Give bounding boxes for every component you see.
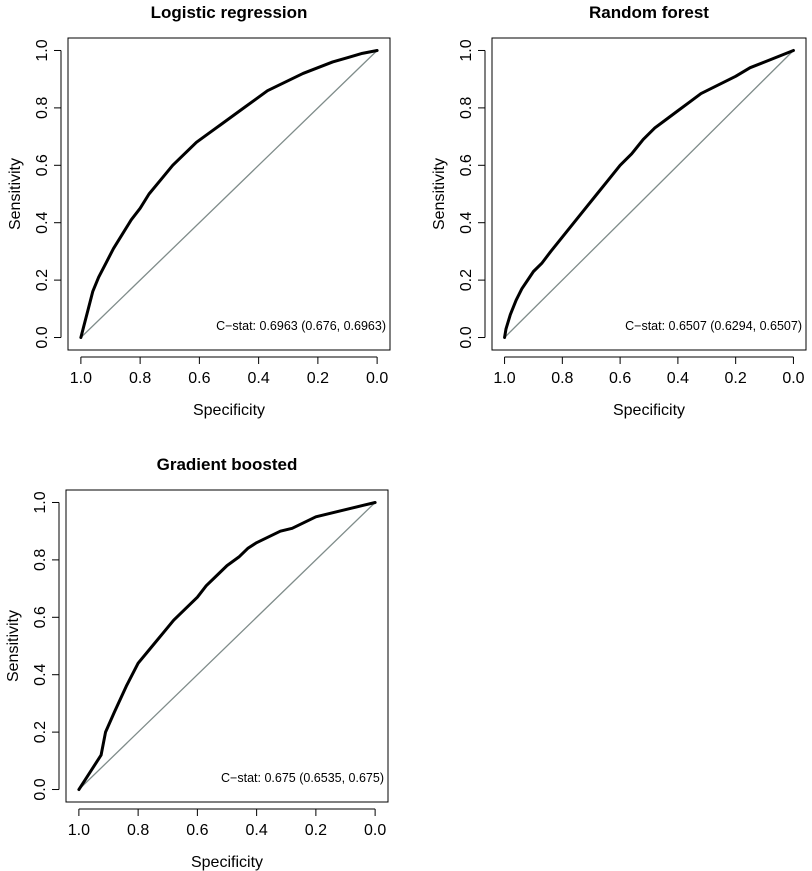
plot-frame — [67, 37, 391, 351]
x-tick-label: 1.0 — [493, 370, 515, 387]
x-axis-title: Specificity — [613, 402, 685, 419]
reference-diagonal — [78, 502, 376, 790]
reference-diagonal — [80, 50, 378, 338]
roc-curve-line — [503, 48, 795, 340]
x-tick-label: 0.8 — [127, 822, 149, 839]
y-tick-label: 0.2 — [32, 721, 49, 743]
y-tick-label: 0.6 — [34, 154, 51, 176]
y-tick-label: 0.8 — [458, 97, 475, 119]
x-tick-label: 0.2 — [725, 370, 747, 387]
y-tick-label: 0.8 — [34, 97, 51, 119]
x-tick-label: 0.2 — [307, 370, 329, 387]
c-stat-annotation: C−stat: 0.675 (0.6535, 0.675) — [221, 771, 384, 785]
roc-curve-line — [79, 48, 379, 340]
y-tick-label: 0.4 — [34, 211, 51, 233]
y-tick-label: 0.6 — [32, 606, 49, 628]
x-tick-label: 1.0 — [68, 822, 90, 839]
panel-gradient-boosted: Gradient boosted 1.0 0.8 0.6 0.4 0.2 0.0 0.0 0.2… — [5, 455, 389, 871]
y-tick-label: 1.0 — [34, 39, 51, 61]
y-axis-title: Sensitivity — [7, 158, 24, 230]
x-tick-label: 0.0 — [364, 822, 386, 839]
chart-title: Gradient boosted — [157, 455, 298, 474]
panel-logistic-regression: Logistic regression 1.0 0.8 0.6 0.4 0.2 0.0 0.0… — [7, 3, 391, 419]
x-axis-title: Specificity — [193, 402, 265, 419]
y-tick-label: 1.0 — [458, 39, 475, 61]
x-tick-label: 0.4 — [667, 370, 689, 387]
y-tick-label: 0.0 — [34, 326, 51, 348]
x-tick-label: 0.4 — [245, 822, 267, 839]
x-tick-label: 0.8 — [551, 370, 573, 387]
y-tick-label: 0.0 — [32, 778, 49, 800]
x-tick-label: 1.0 — [70, 370, 92, 387]
x-tick-label: 0.6 — [609, 370, 631, 387]
reference-diagonal — [504, 50, 794, 338]
x-tick-label: 0.0 — [366, 370, 388, 387]
roc-curve-line — [77, 500, 377, 792]
chart-title: Logistic regression — [151, 3, 308, 22]
x-axis-title: Specificity — [191, 854, 263, 871]
x-tick-label: 0.6 — [188, 370, 210, 387]
y-tick-label: 1.0 — [32, 491, 49, 513]
x-tick-label: 0.8 — [129, 370, 151, 387]
y-tick-label: 0.4 — [32, 663, 49, 685]
plot-frame — [491, 37, 807, 351]
y-axis-title: Sensitivity — [5, 610, 22, 682]
y-tick-label: 0.6 — [458, 154, 475, 176]
y-tick-label: 0.4 — [458, 211, 475, 233]
x-tick-label: 0.0 — [782, 370, 804, 387]
panel-random-forest: Random forest 1.0 0.8 0.6 0.4 0.2 0.0 0.0 0.2 0.4… — [431, 3, 807, 419]
c-stat-annotation: C−stat: 0.6963 (0.676, 0.6963) — [216, 319, 386, 333]
y-tick-label: 0.2 — [458, 269, 475, 291]
x-tick-label: 0.4 — [247, 370, 269, 387]
chart-title: Random forest — [589, 3, 709, 22]
y-axis-title: Sensitivity — [431, 158, 448, 230]
y-tick-label: 0.2 — [34, 269, 51, 291]
c-stat-annotation: C−stat: 0.6507 (0.6294, 0.6507) — [625, 319, 802, 333]
x-tick-label: 0.6 — [186, 822, 208, 839]
plot-frame — [65, 489, 389, 803]
x-tick-label: 0.2 — [305, 822, 327, 839]
y-tick-label: 0.8 — [32, 549, 49, 571]
y-tick-label: 0.0 — [458, 326, 475, 348]
